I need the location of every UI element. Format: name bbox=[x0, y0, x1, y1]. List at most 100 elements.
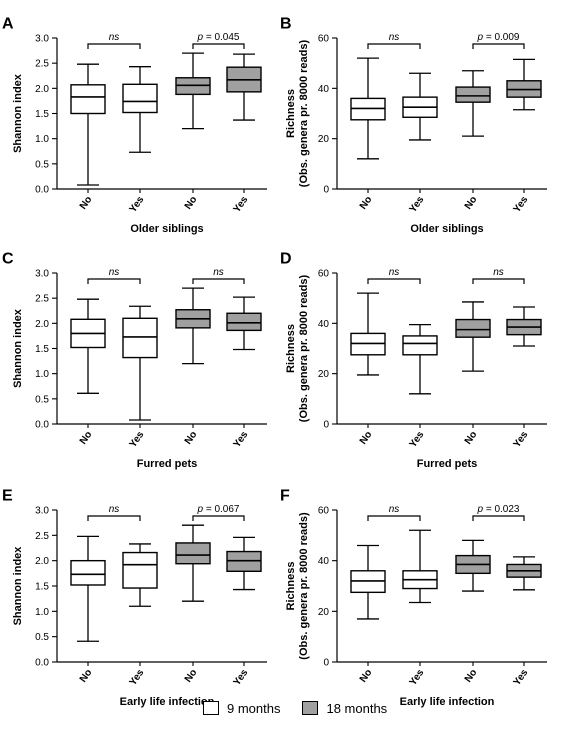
legend-label-18-months: 18 months bbox=[326, 700, 388, 716]
panel-label-d: D bbox=[280, 250, 292, 267]
y-tick-label-e-4: 2.0 bbox=[35, 556, 49, 567]
annotation-e-0: ns bbox=[109, 504, 120, 515]
x-tick-label-b-0: No bbox=[358, 194, 375, 211]
x-tick-label-e-1: Yes bbox=[128, 667, 147, 688]
y-tick-label-a-1: 0.5 bbox=[35, 159, 49, 170]
panel-label-f: F bbox=[280, 487, 290, 504]
x-axis-title-c: Furred pets bbox=[137, 458, 198, 470]
y-tick-label-f-0: 0 bbox=[323, 658, 329, 669]
x-tick-label-c-0: No bbox=[78, 429, 95, 446]
y-tick-label-f-3: 60 bbox=[318, 506, 330, 517]
x-tick-label-f-0: No bbox=[358, 667, 375, 684]
y-tick-label-c-1: 0.5 bbox=[35, 394, 49, 405]
box-e-1 bbox=[122, 551, 158, 589]
legend-item-9-months: 9 months bbox=[203, 701, 280, 716]
y-tick-label-e-0: 0.0 bbox=[35, 658, 49, 669]
x-tick-label-c-2: No bbox=[183, 429, 200, 446]
y-tick-label-c-3: 1.5 bbox=[35, 344, 49, 355]
legend: 9 months 18 months bbox=[203, 697, 409, 719]
box-a-0 bbox=[70, 84, 106, 115]
legend-item-18-months: 18 months bbox=[302, 701, 387, 716]
y-tick-label-b-0: 0 bbox=[323, 185, 329, 196]
x-axis-title-d: Furred pets bbox=[417, 458, 478, 470]
y-axis-title-a: Shannon index bbox=[12, 73, 24, 153]
box-c-3 bbox=[226, 312, 262, 332]
bracket-c-0 bbox=[87, 278, 141, 284]
x-tick-label-d-3: Yes bbox=[512, 429, 531, 450]
box-b-2 bbox=[455, 86, 491, 103]
y-axis-title-f-line2: (Obs. genera pr. 8000 reads) bbox=[298, 512, 310, 660]
y-axis-title-d-line2: (Obs. genera pr. 8000 reads) bbox=[298, 274, 310, 422]
annotation-d-1: ns bbox=[493, 267, 504, 278]
y-tick-label-d-3: 60 bbox=[318, 269, 330, 280]
y-tick-label-c-5: 2.5 bbox=[35, 294, 49, 305]
box-d-1 bbox=[402, 335, 438, 356]
y-tick-label-a-0: 0.0 bbox=[35, 185, 49, 196]
legend-swatch-18-months bbox=[302, 701, 319, 715]
y-tick-label-c-4: 2.0 bbox=[35, 319, 49, 330]
y-tick-label-e-5: 2.5 bbox=[35, 531, 49, 542]
x-tick-label-d-0: No bbox=[358, 429, 375, 446]
x-axis-title-f: Early life infection bbox=[400, 696, 495, 708]
bracket-c-1 bbox=[192, 278, 245, 284]
bracket-f-0 bbox=[367, 515, 421, 521]
x-tick-label-f-1: Yes bbox=[408, 667, 427, 688]
y-tick-label-c-6: 3.0 bbox=[35, 269, 49, 280]
annotation-b-1: p = 0.009 bbox=[477, 32, 520, 43]
bracket-d-0 bbox=[367, 278, 421, 284]
x-tick-label-e-3: Yes bbox=[232, 667, 251, 688]
y-tick-label-b-3: 60 bbox=[318, 34, 330, 45]
x-tick-label-d-2: No bbox=[463, 429, 480, 446]
y-axis-title-b-line2: (Obs. genera pr. 8000 reads) bbox=[298, 39, 310, 187]
y-tick-label-f-1: 20 bbox=[318, 607, 330, 618]
y-tick-label-a-3: 1.5 bbox=[35, 109, 49, 120]
y-tick-label-e-1: 0.5 bbox=[35, 632, 49, 643]
annotation-c-1: ns bbox=[213, 267, 224, 278]
annotation-a-0: ns bbox=[109, 32, 120, 43]
y-tick-label-a-5: 2.5 bbox=[35, 59, 49, 70]
panel-label-b: B bbox=[280, 15, 292, 32]
x-tick-label-a-1: Yes bbox=[128, 194, 147, 215]
y-tick-label-a-6: 3.0 bbox=[35, 34, 49, 45]
y-axis-title-e: Shannon index bbox=[12, 546, 24, 626]
x-tick-label-a-2: No bbox=[183, 194, 200, 211]
y-tick-label-b-2: 40 bbox=[318, 84, 330, 95]
y-tick-label-a-4: 2.0 bbox=[35, 84, 49, 95]
panel-label-e: E bbox=[2, 487, 13, 504]
box-e-2 bbox=[175, 542, 211, 565]
bracket-b-0 bbox=[367, 43, 421, 49]
annotation-c-0: ns bbox=[109, 267, 120, 278]
legend-swatch-9-months bbox=[203, 701, 219, 715]
annotation-e-1: p = 0.067 bbox=[197, 504, 240, 515]
annotation-a-1: p = 0.045 bbox=[197, 32, 240, 43]
box-d-2 bbox=[455, 318, 491, 338]
x-tick-label-b-1: Yes bbox=[408, 194, 427, 215]
bracket-a-0 bbox=[87, 43, 141, 49]
x-axis-title-b: Older siblings bbox=[410, 223, 483, 235]
y-tick-label-e-2: 1.0 bbox=[35, 607, 49, 618]
legend-label-9-months: 9 months bbox=[227, 700, 281, 716]
x-axis-title-e: Early life infection bbox=[120, 696, 215, 708]
bracket-a-1 bbox=[192, 43, 245, 49]
y-tick-label-e-6: 3.0 bbox=[35, 506, 49, 517]
y-tick-label-d-1: 20 bbox=[318, 369, 330, 380]
x-tick-label-a-3: Yes bbox=[232, 194, 251, 215]
y-tick-label-d-0: 0 bbox=[323, 420, 329, 431]
annotation-f-0: ns bbox=[389, 504, 400, 515]
y-tick-label-c-0: 0.0 bbox=[35, 420, 49, 431]
x-tick-label-f-2: No bbox=[463, 667, 480, 684]
y-tick-label-c-2: 1.0 bbox=[35, 369, 49, 380]
annotation-b-0: ns bbox=[389, 32, 400, 43]
y-axis-title-b: Richness bbox=[285, 89, 297, 138]
annotation-f-1: p = 0.023 bbox=[477, 504, 520, 515]
x-tick-label-e-2: No bbox=[183, 667, 200, 684]
box-e-0 bbox=[70, 559, 106, 586]
annotation-d-0: ns bbox=[389, 267, 400, 278]
y-tick-label-e-3: 1.5 bbox=[35, 582, 49, 593]
y-axis-title-c: Shannon index bbox=[12, 308, 24, 388]
x-tick-label-b-3: Yes bbox=[512, 194, 531, 215]
y-tick-label-f-2: 40 bbox=[318, 556, 330, 567]
bracket-e-0 bbox=[87, 515, 141, 521]
y-axis-title-f: Richness bbox=[285, 562, 297, 611]
